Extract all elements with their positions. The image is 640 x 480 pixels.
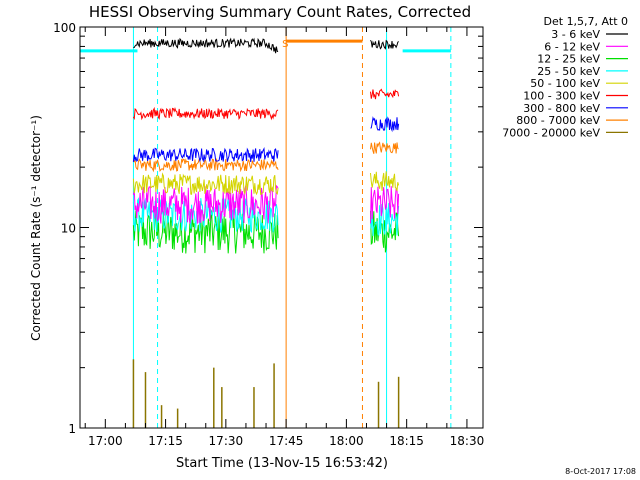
y-axis-label: Corrected Count Rate (s⁻¹ detector⁻¹) (29, 115, 43, 341)
y-tick-label-1: 10 (61, 222, 76, 236)
plot-area: S (80, 27, 452, 428)
legend-label-4: 50 - 100 keV (530, 77, 600, 90)
series-3-seg-0 (132, 197, 279, 234)
legend-label-8: 7000 - 20000 keV (502, 126, 600, 139)
series-5-seg-0 (132, 106, 279, 121)
series-7-seg-0 (132, 157, 279, 173)
series-7-seg-1 (370, 141, 399, 154)
legend-label-2: 12 - 25 keV (537, 53, 600, 66)
legend-label-3: 25 - 50 keV (537, 65, 600, 78)
date-stamp: 8-Oct-2017 17:08 (565, 467, 636, 476)
y-tick-label-2: 100 (53, 21, 76, 35)
x-tick-label-3: 17:45 (269, 434, 304, 448)
series-3-seg-1 (370, 203, 400, 237)
series-4-seg-1 (370, 171, 400, 191)
series-1-seg-1 (370, 186, 400, 224)
series-2-seg-0 (132, 210, 279, 254)
x-axis-label: Start Time (13-Nov-15 16:53:42) (176, 456, 388, 471)
series-6-seg-0 (132, 147, 279, 163)
y-tick-label-0: 1 (68, 422, 76, 436)
series-0-seg-0 (133, 37, 279, 54)
series-2-seg-1 (370, 210, 400, 253)
x-tick-label-0: 17:00 (88, 434, 123, 448)
series-5-seg-1 (370, 88, 400, 100)
series-4-seg-0 (132, 172, 279, 196)
axes: 1 10 100 17:00 17:15 17:30 17:45 18:00 18:15 18:3… (53, 21, 484, 448)
x-tick-label-2: 17:30 (209, 434, 244, 448)
x-tick-label-5: 18:15 (389, 434, 424, 448)
legend-label-5: 100 - 300 keV (523, 90, 600, 103)
legend-label-6: 300 - 800 keV (523, 102, 600, 115)
x-tick-label-1: 17:15 (148, 434, 183, 448)
legend-label-0: 3 - 6 keV (551, 28, 600, 41)
series-6-seg-1 (370, 116, 400, 133)
chart-title: HESSI Observing Summary Count Rates, Cor… (89, 3, 471, 21)
x-tick-label-4: 18:00 (329, 434, 364, 448)
series-0-seg-1 (370, 39, 399, 50)
plot-frame (79, 26, 484, 429)
legend-label-7: 800 - 7000 keV (516, 114, 600, 127)
x-tick-label-6: 18:30 (450, 434, 485, 448)
legend-label-1: 6 - 12 keV (544, 40, 600, 53)
legend-title: Det 1,5,7, Att 0 (544, 15, 628, 28)
annotation-0: S (282, 39, 288, 50)
